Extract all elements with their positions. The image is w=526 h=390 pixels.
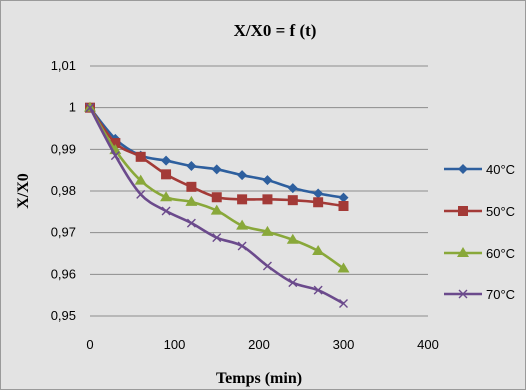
y-axis-ticks: 0,95 0,96 0,97 0,98 0,99 1 1,01 [51, 58, 76, 323]
data-point-s0-10 [338, 192, 349, 203]
data-point-s2-9 [312, 245, 325, 255]
series-2 [84, 101, 350, 273]
grid [90, 65, 428, 317]
data-point-s2-10 [337, 262, 350, 273]
y-axis-title: X/X0 [15, 173, 32, 209]
x-tick-label: 300 [333, 337, 355, 352]
legend-label: 70°C [486, 287, 515, 302]
data-point-s2-8 [286, 233, 299, 244]
y-tick-label: 0,99 [51, 141, 76, 156]
data-point-s3-6 [237, 241, 247, 251]
legend-label: 60°C [486, 246, 515, 261]
data-point-s2-7 [261, 225, 274, 236]
data-point-s1-10 [338, 201, 349, 211]
data-point-s3-5 [212, 233, 222, 243]
series-3 [85, 103, 348, 308]
data-point-s2-3 [160, 191, 173, 202]
y-tick-label: 1 [69, 100, 76, 115]
data-point-s0-7 [262, 175, 273, 186]
data-point-s2-0 [84, 101, 96, 112]
data-point-s3-2 [136, 189, 146, 199]
legend-item-2: 60°C [444, 246, 515, 261]
data-point-s2-6 [236, 219, 249, 230]
x-tick-label: 400 [417, 337, 439, 352]
data-point-s3-3 [161, 206, 171, 216]
data-point-s0-6 [237, 170, 248, 181]
y-tick-label: 0,96 [51, 266, 76, 281]
data-point-s1-6 [237, 194, 248, 205]
y-tick-label: 0,95 [51, 308, 76, 323]
data-point-s2-4 [185, 195, 198, 206]
legend-item-0: 40°C [444, 162, 515, 177]
chart-title: X/X0 = f (t) [234, 21, 317, 40]
legend-item-1: 50°C [444, 204, 515, 219]
data-point-s3-1 [110, 151, 120, 161]
data-point-s3-9 [313, 285, 323, 295]
data-point-s1-2 [135, 151, 146, 162]
y-tick-label: 1,01 [51, 58, 76, 73]
series-line-2 [88, 107, 345, 270]
series-line-0 [88, 106, 344, 199]
y-tick-label: 0,98 [51, 183, 76, 198]
x-axis-title: Temps (min) [216, 370, 302, 387]
legend-marker [458, 206, 468, 216]
data-point-s1-3 [161, 169, 172, 180]
data-point-s3-0 [85, 103, 95, 113]
data-point-s1-7 [262, 194, 273, 205]
data-point-s0-3 [161, 155, 172, 166]
legend: 40°C 50°C 60°C 70°C [444, 162, 515, 302]
legend-label: 50°C [486, 204, 515, 219]
data-point-s1-8 [287, 195, 298, 206]
data-point-s1-1 [110, 138, 121, 149]
data-point-s3-10 [339, 299, 348, 308]
series-group [84, 101, 350, 308]
data-point-s0-8 [287, 183, 298, 194]
legend-marker [457, 247, 469, 257]
y-tick-label: 0,97 [51, 225, 76, 240]
x-tick-label: 100 [164, 337, 186, 352]
data-point-s3-7 [262, 261, 272, 271]
data-point-s1-9 [313, 197, 324, 208]
data-point-s1-5 [211, 192, 222, 203]
data-point-s2-2 [134, 174, 147, 185]
legend-marker [458, 164, 468, 174]
legend-label: 40°C [486, 162, 515, 177]
data-point-s3-8 [288, 278, 298, 288]
data-point-s0-4 [186, 161, 197, 171]
x-tick-label: 0 [86, 337, 93, 352]
data-point-s2-5 [210, 204, 223, 215]
x-axis-ticks: 0 100 200 300 400 [86, 337, 438, 352]
data-point-s0-9 [313, 188, 324, 199]
legend-marker [458, 289, 468, 299]
legend-item-3: 70°C [444, 287, 515, 302]
series-0 [85, 102, 349, 203]
series-1 [85, 102, 349, 211]
data-point-s0-5 [211, 164, 222, 175]
data-point-s3-4 [186, 218, 196, 228]
data-point-s1-4 [186, 181, 197, 192]
x-tick-label: 200 [248, 337, 270, 352]
